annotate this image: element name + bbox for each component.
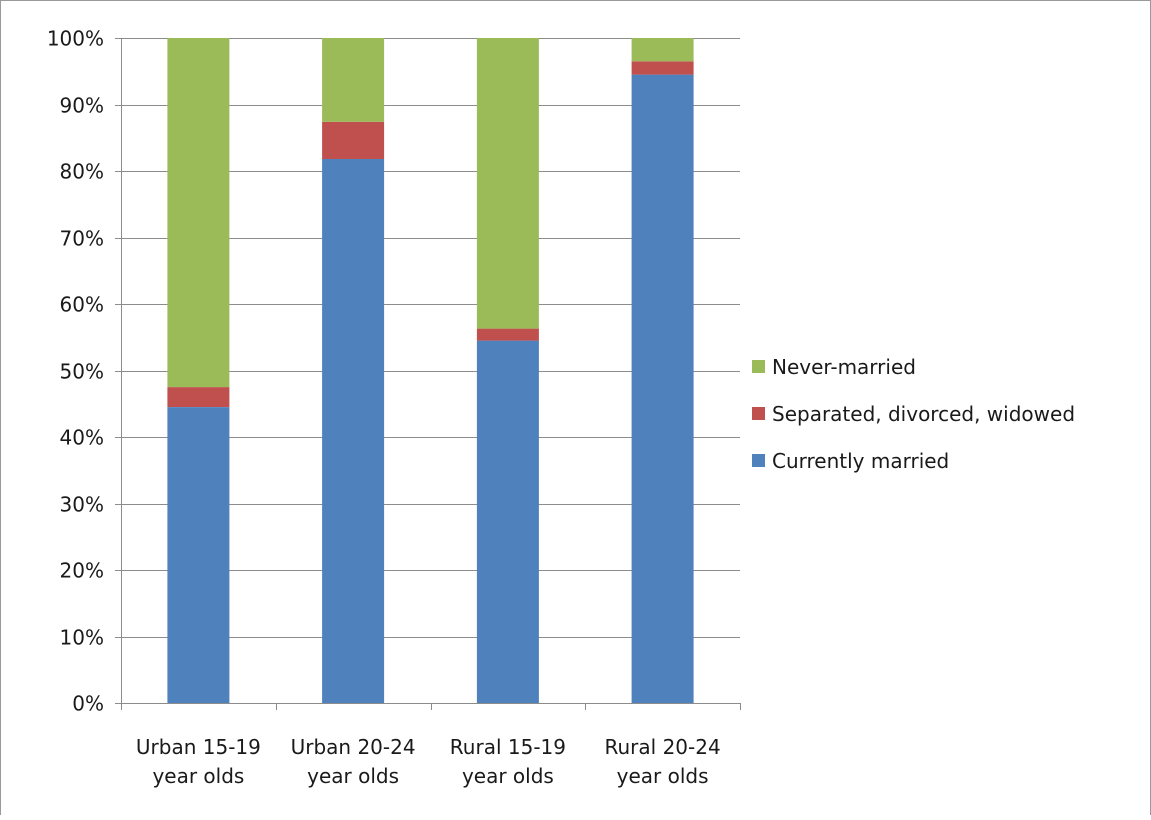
legend: Never-married Separated, divorced, widowe… bbox=[752, 355, 1075, 473]
legend-swatch bbox=[752, 360, 765, 373]
bar-segment bbox=[167, 407, 230, 703]
x-category-label: Urban 20-24 bbox=[291, 735, 416, 759]
y-tick-label: 100% bbox=[47, 27, 104, 51]
axes: 0% 10% 20% 30% 40% 50% 60% 70% 80% 90% 100% Urban 1… bbox=[47, 27, 741, 788]
y-tick-label: 40% bbox=[60, 426, 104, 450]
bar-segment bbox=[167, 387, 230, 407]
bar-segment bbox=[631, 74, 694, 704]
bars bbox=[167, 38, 694, 704]
bar-segment bbox=[322, 38, 385, 122]
legend-label: Separated, divorced, widowed bbox=[772, 402, 1075, 426]
x-category-label: year olds bbox=[152, 764, 244, 788]
y-tick-label: 90% bbox=[60, 94, 104, 118]
y-tick-label: 80% bbox=[60, 160, 104, 184]
bar-segment bbox=[167, 38, 230, 388]
bar-segment bbox=[476, 38, 539, 329]
y-tick-label: 30% bbox=[60, 493, 104, 517]
x-category-label: Rural 20-24 bbox=[605, 735, 721, 759]
x-category-label: year olds bbox=[462, 764, 554, 788]
y-tick-label: 70% bbox=[60, 227, 104, 251]
x-category-label: year olds bbox=[307, 764, 399, 788]
y-tick-label: 20% bbox=[60, 559, 104, 583]
legend-label: Never-married bbox=[772, 355, 916, 379]
bar-segment bbox=[322, 159, 385, 703]
y-tick-label: 60% bbox=[60, 293, 104, 317]
legend-swatch bbox=[752, 454, 765, 467]
bar-segment bbox=[631, 61, 694, 75]
y-tick-label: 0% bbox=[72, 692, 104, 716]
bar-segment bbox=[476, 340, 539, 703]
x-category-label: Rural 15-19 bbox=[450, 735, 566, 759]
bar-segment bbox=[631, 38, 694, 62]
y-tick-label: 50% bbox=[60, 360, 104, 384]
bar-segment bbox=[476, 328, 539, 341]
bar-segment bbox=[322, 121, 385, 159]
x-category-label: year olds bbox=[617, 764, 709, 788]
x-category-label: Urban 15-19 bbox=[136, 735, 261, 759]
legend-swatch bbox=[752, 407, 765, 420]
legend-label: Currently married bbox=[772, 449, 949, 473]
y-tick-label: 10% bbox=[60, 626, 104, 650]
